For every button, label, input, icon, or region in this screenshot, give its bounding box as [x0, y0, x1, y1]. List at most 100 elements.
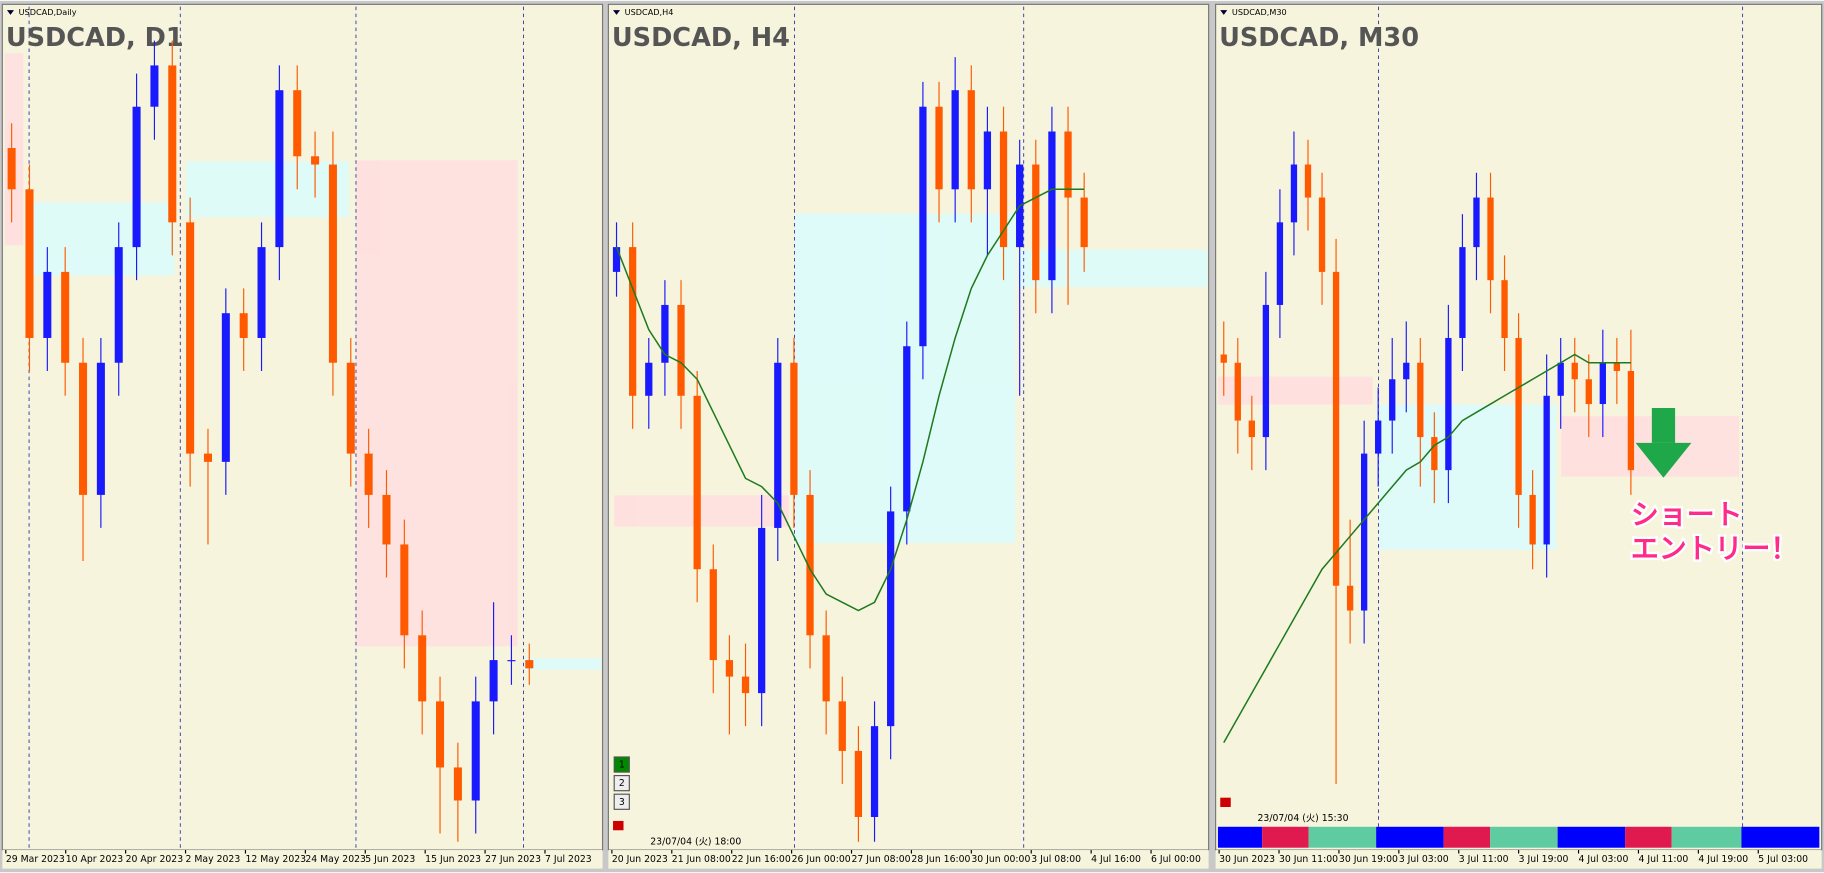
candle-body	[645, 362, 653, 396]
window-label: USDCAD,M30	[1232, 7, 1287, 17]
candle-body	[471, 701, 480, 801]
candle-body	[1599, 362, 1606, 405]
candle-body	[887, 511, 895, 727]
candle-body	[507, 660, 516, 662]
candle-body	[61, 271, 70, 363]
candle-body	[453, 767, 462, 801]
x-tick-label: 30 Jun 11:00	[1279, 854, 1338, 865]
candle-body	[1529, 494, 1536, 545]
candle-body	[239, 313, 248, 338]
candle-body	[1431, 437, 1438, 471]
x-tick-label: 7 Jul 2023	[545, 854, 592, 865]
candle-body	[400, 544, 409, 636]
x-tick-label: 30 Jun 00:00	[971, 854, 1030, 865]
window-label: USDCAD,H4	[625, 7, 674, 17]
level-button	[613, 756, 630, 773]
candle-body	[1262, 304, 1270, 438]
candle-body	[1375, 420, 1382, 454]
moving-average	[615, 188, 1085, 612]
annotation: エントリー！	[1631, 532, 1798, 565]
candle-body	[1571, 362, 1578, 380]
window-label: USDCAD,Daily	[19, 7, 77, 17]
candle-body	[96, 362, 105, 495]
candle-body	[1248, 420, 1255, 438]
candle-body	[758, 527, 766, 694]
candle-body	[725, 660, 734, 677]
candle-body	[1473, 197, 1480, 248]
candle-body	[677, 304, 685, 396]
candle-body	[790, 362, 798, 495]
candle-body	[709, 569, 717, 661]
candle-body	[693, 395, 701, 570]
candle-body	[1360, 453, 1368, 611]
candle-body	[935, 106, 943, 190]
candle-body	[967, 90, 975, 190]
candle-body	[1276, 222, 1284, 305]
candle-body	[489, 660, 498, 702]
window-icon	[6, 10, 14, 15]
candle-body	[1318, 197, 1326, 272]
x-tick-label: 20 Apr 2023	[126, 854, 184, 865]
candle-body	[275, 90, 284, 248]
x-tick-label: 15 Jun 2023	[425, 854, 481, 865]
x-tick-label: 4 Jul 03:00	[1579, 854, 1629, 865]
moving-average	[1223, 353, 1631, 744]
candle-body	[1234, 362, 1241, 421]
candle-body	[854, 750, 863, 818]
x-tick-label: 3 Jul 08:00	[1031, 854, 1081, 865]
candle-body	[436, 701, 445, 768]
chart-title: USDCAD, M30	[1219, 23, 1419, 53]
x-tick-label: 5 Jun 2023	[365, 854, 415, 865]
candle-body	[1332, 271, 1340, 586]
x-tick-label: 24 May 2023	[305, 854, 366, 865]
candle-body	[1445, 337, 1452, 471]
candle-body	[1048, 131, 1056, 281]
candle-body	[1032, 164, 1040, 281]
x-tick-label: 2 May 2023	[186, 854, 241, 865]
x-tick-label: 4 Jul 19:00	[1698, 854, 1748, 865]
x-tick-label: 3 Jul 03:00	[1399, 854, 1449, 865]
candle-body	[1403, 362, 1410, 380]
candle-body	[1290, 164, 1298, 223]
level-button	[613, 775, 630, 792]
chart-title: USDCAD, H4	[612, 23, 790, 53]
level-button-label: 1	[619, 760, 625, 771]
x-tick-label: 3 Jul 11:00	[1459, 854, 1509, 865]
close-button	[1220, 797, 1231, 807]
candle-body	[661, 304, 669, 363]
candle-body	[1417, 362, 1424, 438]
x-tick-label: 6 Jul 00:00	[1151, 854, 1201, 865]
candle-body	[1543, 395, 1550, 545]
candle-body	[79, 362, 88, 495]
candle-body	[168, 65, 177, 223]
candle-body	[257, 247, 266, 338]
candle-body	[382, 494, 391, 545]
candle-body	[870, 726, 879, 818]
candle-body	[1389, 379, 1396, 421]
candle-body	[7, 148, 16, 190]
candle-body	[1459, 247, 1466, 338]
candle-body	[418, 635, 427, 702]
x-tick-label: 29 Mar 2023	[6, 854, 65, 865]
session-bar	[1217, 826, 1820, 848]
candle-body	[346, 362, 355, 454]
x-tick-label: 4 Jul 11:00	[1638, 854, 1688, 865]
candle-body	[1487, 197, 1494, 281]
x-tick-label: 26 Jun 00:00	[792, 854, 851, 865]
candle-body	[364, 453, 373, 495]
candle-body	[293, 90, 302, 157]
candle-body	[311, 156, 320, 165]
candle-body	[132, 106, 141, 248]
candle-body	[1220, 354, 1227, 363]
arrow	[1635, 408, 1692, 478]
x-tick-label: 27 Jun 08:00	[852, 854, 911, 865]
x-tick-label: 20 Jun 2023	[612, 854, 668, 865]
window-icon	[1220, 10, 1228, 15]
level-button	[613, 793, 630, 810]
candle-body	[203, 453, 213, 462]
candle-body	[612, 247, 621, 272]
candle-body	[1501, 280, 1508, 338]
x-tick-label: 30 Jun 19:00	[1339, 854, 1398, 865]
